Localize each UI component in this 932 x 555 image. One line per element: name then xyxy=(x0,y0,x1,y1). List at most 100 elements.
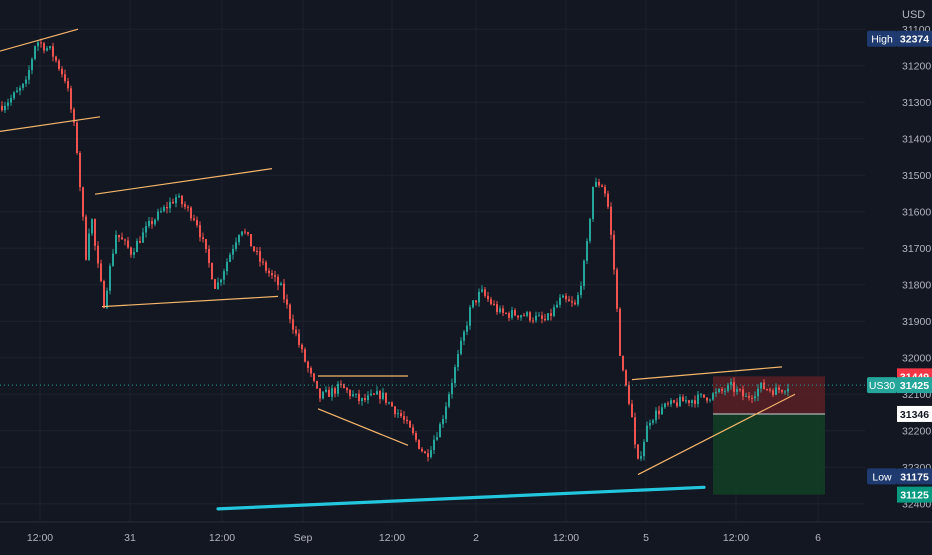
candle-body xyxy=(40,42,42,44)
candle-body xyxy=(571,301,573,303)
time-axis[interactable]: 12:00 31 12:00 Sep 12:00 2 12:00 5 12:00 6 xyxy=(27,532,821,544)
candle-body xyxy=(157,211,159,220)
stop-loss-zone[interactable] xyxy=(713,376,825,414)
candle-body xyxy=(271,273,273,276)
symbol-badge xyxy=(897,377,932,394)
candle-body xyxy=(127,240,129,248)
candle-body xyxy=(697,394,699,404)
candle-body xyxy=(616,269,618,309)
candle-body xyxy=(349,390,351,397)
time-tick-label: 12:00 xyxy=(553,532,579,544)
target-badge xyxy=(897,486,932,503)
candle-body xyxy=(379,391,381,399)
candle-body xyxy=(10,98,12,103)
price-tick-label: 32200 xyxy=(902,426,931,438)
take-profit-zone[interactable] xyxy=(713,413,825,495)
candle-body xyxy=(199,225,201,238)
candle-body xyxy=(325,389,327,392)
trendline[interactable] xyxy=(0,116,101,133)
candle-body xyxy=(490,299,492,305)
trendline[interactable] xyxy=(637,393,796,476)
candle-body xyxy=(145,226,147,233)
candle-body xyxy=(277,276,279,286)
candle-body xyxy=(217,282,219,289)
entry-badge xyxy=(897,405,932,422)
candle-body xyxy=(28,70,30,80)
position-zones[interactable] xyxy=(713,376,825,495)
candle-body xyxy=(166,207,168,209)
candle-body xyxy=(637,444,639,459)
candle-body xyxy=(193,218,195,220)
candle-body xyxy=(37,42,39,47)
candle-body xyxy=(760,382,762,389)
candle-body xyxy=(211,263,213,280)
candle-body xyxy=(364,398,366,401)
trendline[interactable] xyxy=(317,408,409,446)
candle-body xyxy=(175,197,177,204)
candle-body xyxy=(34,46,36,59)
candle-body xyxy=(754,396,756,399)
candle-body xyxy=(367,395,369,401)
candle-body xyxy=(397,413,399,415)
candle-body xyxy=(664,403,666,408)
candle-body xyxy=(4,105,6,111)
price-tick-label: 31300 xyxy=(902,97,931,109)
candle-body xyxy=(292,319,294,330)
candle-body xyxy=(505,312,507,314)
symbol-label-bg xyxy=(867,377,897,394)
candle-body xyxy=(91,219,93,234)
candle-body xyxy=(262,261,264,263)
candle-body xyxy=(7,102,9,106)
candle-body xyxy=(85,216,87,260)
candle-body xyxy=(625,370,627,386)
candle-body xyxy=(745,395,747,397)
candle-body xyxy=(502,308,504,313)
time-tick-label: 12:00 xyxy=(723,532,749,544)
candle-body xyxy=(385,392,387,403)
trendline[interactable] xyxy=(631,366,783,381)
candle-body xyxy=(13,92,15,99)
trendline[interactable] xyxy=(94,168,273,195)
candle-body xyxy=(517,315,519,318)
candle-body xyxy=(178,195,180,198)
candle-body xyxy=(658,410,660,415)
time-tick-label: 12:00 xyxy=(209,532,235,544)
candle-body xyxy=(787,388,789,392)
candle-body xyxy=(724,390,726,392)
candle-body xyxy=(499,308,501,313)
candle-body xyxy=(670,400,672,405)
candle-body xyxy=(61,68,63,75)
candle-body xyxy=(736,389,738,392)
candle-body xyxy=(445,406,447,419)
candle-body xyxy=(184,204,186,207)
candle-body xyxy=(481,289,483,292)
candle-body xyxy=(535,315,537,321)
trendline[interactable] xyxy=(101,295,279,308)
candle-body xyxy=(454,367,456,384)
candle-body xyxy=(694,400,696,404)
support-trendline[interactable] xyxy=(216,485,706,511)
candle-body xyxy=(208,249,210,264)
candle-body xyxy=(373,393,375,395)
candle-body xyxy=(346,388,348,391)
candle-body xyxy=(523,315,525,317)
candle-body xyxy=(139,240,141,243)
candle-body xyxy=(598,181,600,186)
candle-body xyxy=(514,310,516,316)
candle-body xyxy=(361,398,363,402)
price-tick-label: 31600 xyxy=(902,207,931,219)
candle-body xyxy=(310,367,312,374)
candle-body xyxy=(469,307,471,326)
candle-body xyxy=(601,185,603,187)
candle-body xyxy=(652,420,654,423)
candle-body xyxy=(265,262,267,271)
trendline[interactable] xyxy=(0,28,79,52)
candle-body xyxy=(646,425,648,442)
drawings[interactable] xyxy=(0,28,865,511)
candle-body xyxy=(457,353,459,368)
candle-body xyxy=(97,245,99,264)
candle-body xyxy=(268,270,270,274)
candle-body xyxy=(205,239,207,250)
